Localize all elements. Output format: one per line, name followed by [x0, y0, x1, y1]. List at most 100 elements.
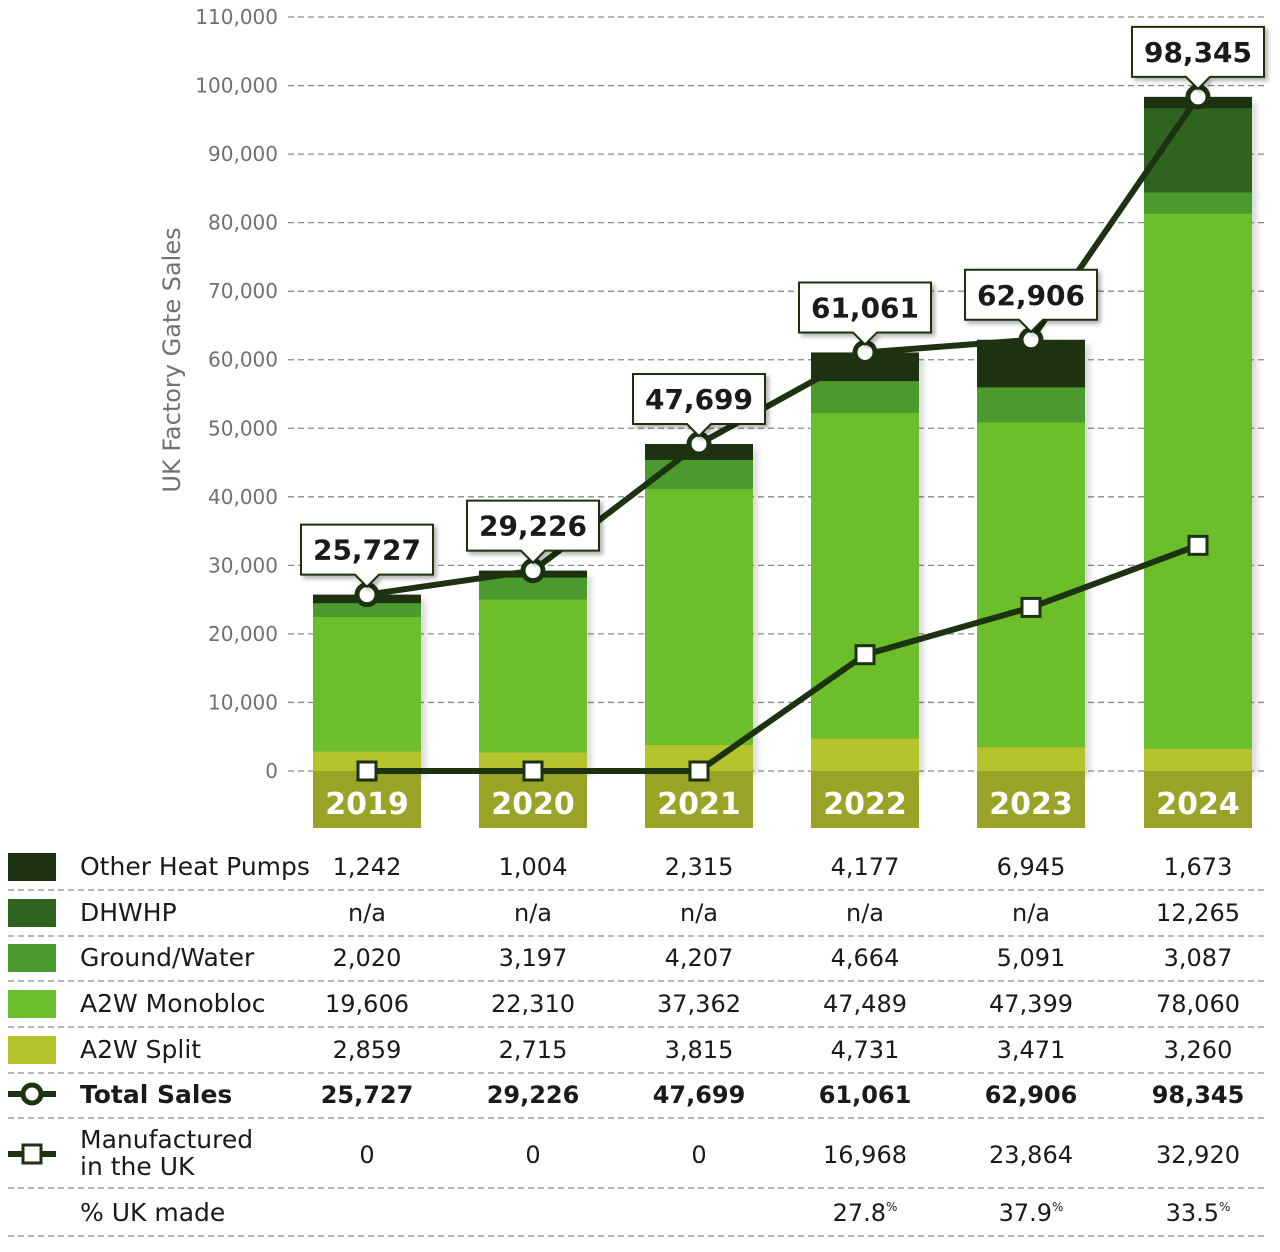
- y-tick-label: 80,000: [208, 211, 278, 235]
- data-label: 62,906: [977, 279, 1085, 312]
- uk-made-point: [854, 644, 876, 666]
- y-tick-label: 50,000: [208, 416, 278, 440]
- bar-segment: [811, 413, 919, 739]
- bar-group: 2024: [1144, 96, 1252, 828]
- bar-group: 2022: [811, 352, 919, 828]
- total-callout: 61,061: [798, 281, 932, 346]
- x-tick-label: 2019: [325, 787, 409, 822]
- callout-box: [964, 268, 1098, 334]
- total-callout: 25,727: [300, 523, 434, 589]
- table-cell: n/a: [348, 899, 386, 927]
- bar-segment: [313, 603, 421, 618]
- pct-suffix: %: [1219, 1200, 1230, 1214]
- legend-label: Ground/Water: [80, 943, 255, 972]
- table-cell: 0: [359, 1141, 374, 1169]
- bar-group: 2019: [313, 594, 421, 828]
- table-cell: 2,020: [333, 944, 402, 972]
- x-tick-label: 2020: [491, 787, 575, 822]
- x-tick-label: 2021: [657, 787, 741, 822]
- table-cell: 29,226: [487, 1081, 580, 1109]
- table-cell: 4,664: [831, 944, 900, 972]
- legend-label: Manufactured: [80, 1125, 253, 1154]
- legend-label: Other Heat Pumps: [80, 852, 310, 881]
- bar-segment: [645, 488, 753, 745]
- y-tick-label: 10,000: [208, 690, 278, 714]
- legend-label: A2W Split: [80, 1035, 201, 1064]
- legend-label: in the UK: [80, 1152, 195, 1181]
- data-label: 98,345: [1144, 36, 1252, 69]
- callout-box: [300, 523, 434, 589]
- y-tick-label: 30,000: [208, 553, 278, 577]
- x-tick-label: 2022: [823, 787, 907, 822]
- legend-label: Total Sales: [80, 1080, 232, 1109]
- pct-cell: 27.8%: [833, 1199, 898, 1227]
- bar-segment: [1144, 213, 1252, 749]
- bar-segment: [479, 577, 587, 600]
- legend-swatch: [8, 853, 56, 881]
- table-cell: 1,004: [499, 853, 568, 881]
- y-tick-label: 0: [265, 759, 278, 783]
- year-band: [811, 771, 919, 828]
- bar-segment: [811, 738, 919, 771]
- y-tick-label: 60,000: [208, 348, 278, 372]
- table-cell: 47,699: [653, 1081, 746, 1109]
- total-callout: 29,226: [466, 499, 600, 565]
- uk-made-point: [688, 760, 710, 782]
- table-cell: n/a: [514, 899, 552, 927]
- legend-circle-marker: [20, 1082, 44, 1106]
- uk-made-point: [356, 760, 378, 782]
- y-tick-label: 110,000: [195, 5, 278, 29]
- uk-made-point: [522, 760, 544, 782]
- table-cell: 23,864: [989, 1141, 1073, 1169]
- table-cell: 2,715: [499, 1036, 568, 1064]
- table-cell: 61,061: [819, 1081, 912, 1109]
- callout-box: [798, 281, 932, 346]
- table-cell: n/a: [846, 899, 884, 927]
- total-callout: 62,906: [964, 268, 1098, 334]
- table-cell: 25,727: [321, 1081, 414, 1109]
- bar-group: 2020: [479, 570, 587, 828]
- legend-swatch: [8, 899, 56, 927]
- y-tick-label: 20,000: [208, 622, 278, 646]
- data-label: 25,727: [313, 534, 421, 567]
- x-tick-label: 2024: [1156, 787, 1240, 822]
- table-cell: 3,471: [997, 1036, 1066, 1064]
- legend-swatch: [8, 1036, 56, 1064]
- legend-label: A2W Monobloc: [80, 989, 266, 1018]
- callout-box: [466, 499, 600, 565]
- table-cell: 2,315: [665, 853, 734, 881]
- bar-segment: [811, 381, 919, 414]
- table-cell: 22,310: [491, 990, 575, 1018]
- table-cell: 19,606: [325, 990, 409, 1018]
- year-band: [1144, 771, 1252, 828]
- table-cell: 47,489: [823, 990, 907, 1018]
- total-callout: 98,345: [1131, 25, 1265, 91]
- data-label: 47,699: [645, 383, 753, 416]
- legend-label: DHWHP: [80, 898, 177, 927]
- table-cell: 3,087: [1164, 944, 1233, 972]
- data-label: 61,061: [811, 291, 919, 324]
- table-cell: 4,207: [665, 944, 734, 972]
- y-tick-label: 100,000: [195, 74, 278, 98]
- y-tick-label: 90,000: [208, 142, 278, 166]
- bar-segment: [1144, 748, 1252, 771]
- x-tick-label: 2023: [989, 787, 1073, 822]
- y-tick-label: 40,000: [208, 485, 278, 509]
- bar-group: 2021: [645, 444, 753, 828]
- bar-segment: [977, 387, 1085, 423]
- table-cell: 0: [525, 1141, 540, 1169]
- bar-segment: [479, 599, 587, 753]
- table-cell: 16,968: [823, 1141, 907, 1169]
- table-cell: n/a: [1012, 899, 1050, 927]
- table-cell: 1,673: [1164, 853, 1233, 881]
- series-line: [367, 542, 1200, 774]
- table-cell: 37,362: [657, 990, 741, 1018]
- legend-square-marker: [21, 1143, 43, 1165]
- table-cell: 12,265: [1156, 899, 1240, 927]
- y-tick-label: 70,000: [208, 279, 278, 303]
- table-cell: 62,906: [985, 1081, 1078, 1109]
- table-cell: 2,859: [333, 1036, 402, 1064]
- year-band: [977, 771, 1085, 828]
